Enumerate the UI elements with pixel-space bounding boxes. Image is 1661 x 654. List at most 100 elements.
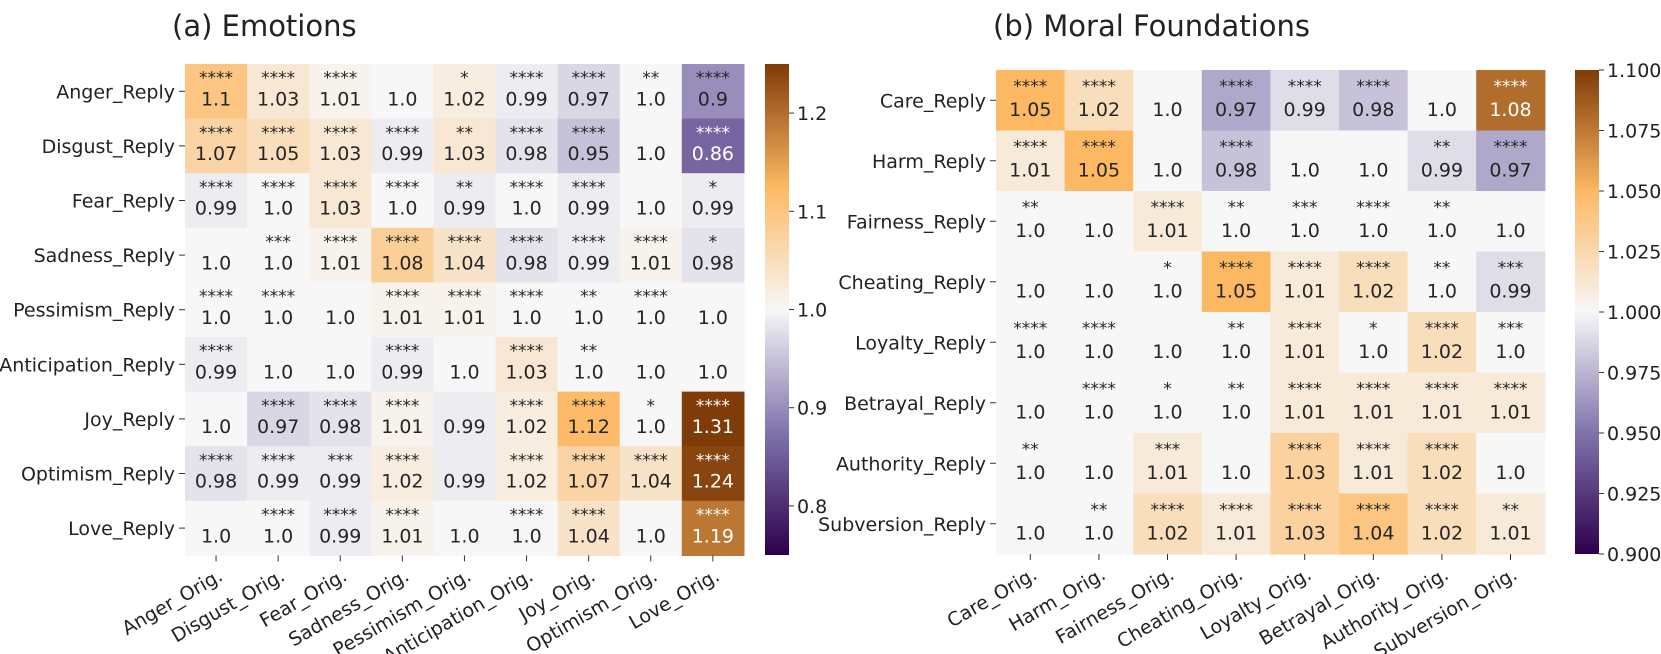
heatmap-cell: **1.0 bbox=[557, 337, 621, 393]
heatmap-cell-fill bbox=[371, 282, 434, 338]
cell-value-label: 1.03 bbox=[443, 143, 485, 165]
heatmap-cell: ****1.04 bbox=[433, 227, 497, 283]
heatmap-cell: 1.0 bbox=[1270, 130, 1340, 192]
significance-label: **** bbox=[510, 505, 544, 525]
heatmap-cell-fill bbox=[557, 173, 621, 229]
heatmap-cell: ****1.0 bbox=[1064, 312, 1134, 374]
cell-value-label: 1.0 bbox=[263, 361, 293, 383]
cell-value-label: 1.0 bbox=[1015, 220, 1045, 242]
significance-label: **** bbox=[1288, 500, 1322, 520]
significance-label: **** bbox=[261, 451, 295, 471]
significance-label: **** bbox=[1151, 198, 1185, 218]
heatmap-cell: ****1.01 bbox=[371, 391, 434, 447]
significance-label: ** bbox=[456, 123, 473, 143]
heatmap-cell-fill bbox=[371, 173, 434, 229]
heatmap-cell-fill bbox=[1064, 312, 1134, 374]
heatmap-cell-fill bbox=[1339, 493, 1409, 555]
cell-value-label: 1.0 bbox=[1495, 462, 1525, 484]
heatmap-cell: **1.0 bbox=[557, 282, 621, 338]
heatmap-cell-fill bbox=[1201, 191, 1271, 253]
significance-label: **** bbox=[385, 396, 419, 416]
cell-value-label: 1.0 bbox=[1152, 341, 1182, 363]
heatmap-cell: ***1.0 bbox=[1270, 191, 1340, 253]
cell-value-label: 1.1 bbox=[201, 88, 231, 110]
heatmap-cell-fill bbox=[1133, 372, 1203, 434]
significance-label: **** bbox=[261, 123, 295, 143]
heatmap-cell-fill bbox=[996, 312, 1066, 374]
heatmap-cell-fill bbox=[619, 391, 683, 447]
cell-value-label: 1.04 bbox=[443, 252, 485, 274]
significance-label: **** bbox=[572, 396, 606, 416]
significance-label: **** bbox=[1356, 379, 1390, 399]
cell-value-label: 0.99 bbox=[443, 416, 485, 438]
significance-label: **** bbox=[1288, 258, 1322, 278]
heatmap-cell-fill bbox=[185, 173, 248, 229]
emotions-title: (a) Emotions bbox=[172, 9, 357, 43]
significance-label: **** bbox=[323, 232, 357, 252]
heatmap-cell: ****1.01 bbox=[619, 227, 683, 283]
significance-label: **** bbox=[1082, 77, 1116, 97]
heatmap-cell: ****1.0 bbox=[371, 173, 434, 229]
heatmap-cell: ****0.98 bbox=[1201, 130, 1271, 192]
heatmap-cell: ***1.01 bbox=[1133, 433, 1203, 495]
cell-value-label: 1.01 bbox=[1284, 341, 1326, 363]
heatmap-cell-fill bbox=[1270, 493, 1340, 555]
moral-col-labels: Care_Orig.Harm_Orig.Fairness_Orig.Cheati… bbox=[944, 554, 1521, 654]
heatmap-cell: ****0.99 bbox=[247, 446, 310, 502]
heatmap-cell-fill bbox=[185, 391, 248, 447]
heatmap-cell-fill bbox=[1407, 372, 1477, 434]
cell-value-label: 1.02 bbox=[381, 471, 423, 493]
cell-value-label: 1.02 bbox=[1421, 522, 1463, 544]
emotions-row-labels: Anger_Reply Disgust_Reply Fear_Reply Sadnes… bbox=[0, 81, 185, 540]
heatmap-cell-fill bbox=[996, 372, 1066, 434]
heatmap-cell-fill bbox=[1339, 312, 1409, 374]
heatmap-cell-fill bbox=[495, 118, 559, 174]
heatmap-cell: 1.0 bbox=[1133, 130, 1203, 192]
colorbar-tick-label: 1.0 bbox=[797, 300, 827, 322]
cell-value-label: 1.04 bbox=[630, 471, 672, 493]
heatmap-cell-fill bbox=[1133, 70, 1203, 132]
cell-value-label: 0.99 bbox=[257, 471, 299, 493]
heatmap-cell-fill bbox=[1064, 372, 1134, 434]
cell-value-label: 1.02 bbox=[1352, 280, 1394, 302]
significance-label: **** bbox=[261, 505, 295, 525]
significance-label: **** bbox=[1356, 500, 1390, 520]
heatmap-cell: **1.0 bbox=[1201, 312, 1271, 374]
heatmap-cell-fill bbox=[1064, 493, 1134, 555]
significance-label: **** bbox=[323, 396, 357, 416]
heatmap-cell: ****1.01 bbox=[1407, 372, 1477, 434]
heatmap-cell-fill bbox=[1270, 312, 1340, 374]
significance-label: **** bbox=[696, 69, 730, 89]
heatmap-cell-fill bbox=[996, 433, 1066, 495]
cell-value-label: 1.02 bbox=[1421, 341, 1463, 363]
heatmap-cell: ****1.07 bbox=[185, 118, 248, 174]
heatmap-cell-fill bbox=[619, 282, 683, 338]
heatmap-cell: ****0.86 bbox=[681, 118, 745, 174]
significance-label: ** bbox=[1228, 198, 1245, 218]
colorbar-tick-label: 0.9 bbox=[797, 398, 827, 420]
significance-label: **** bbox=[261, 69, 295, 89]
cell-value-label: 0.99 bbox=[567, 198, 609, 220]
significance-label: **** bbox=[323, 123, 357, 143]
emotions-colorbar-gradient bbox=[765, 64, 789, 555]
heatmap-cell: 1.0 bbox=[996, 251, 1066, 313]
heatmap-cell-fill bbox=[681, 173, 745, 229]
cell-value-label: 1.01 bbox=[1284, 280, 1326, 302]
significance-label: **** bbox=[1082, 137, 1116, 157]
cell-value-label: 1.0 bbox=[636, 198, 666, 220]
colorbar-tick-label: 1.2 bbox=[797, 103, 827, 125]
heatmap-cell: ****1.01 bbox=[1339, 433, 1409, 495]
heatmap-cell-fill bbox=[557, 391, 621, 447]
heatmap-cell-fill bbox=[1201, 493, 1271, 555]
heatmap-cell: ****1.01 bbox=[1201, 493, 1271, 555]
cell-value-label: 0.97 bbox=[567, 88, 609, 110]
heatmap-cell-fill bbox=[185, 118, 248, 174]
heatmap-cell: 1.0 bbox=[1133, 70, 1203, 132]
cell-value-label: 1.0 bbox=[511, 198, 541, 220]
cell-value-label: 0.99 bbox=[381, 143, 423, 165]
cell-value-label: 1.04 bbox=[567, 525, 609, 547]
cell-value-label: 1.0 bbox=[636, 143, 666, 165]
colorbar-tick-label: 1.025 bbox=[1607, 242, 1661, 264]
cell-value-label: 1.0 bbox=[201, 252, 231, 274]
row-label: Anticipation_Reply bbox=[0, 354, 175, 376]
